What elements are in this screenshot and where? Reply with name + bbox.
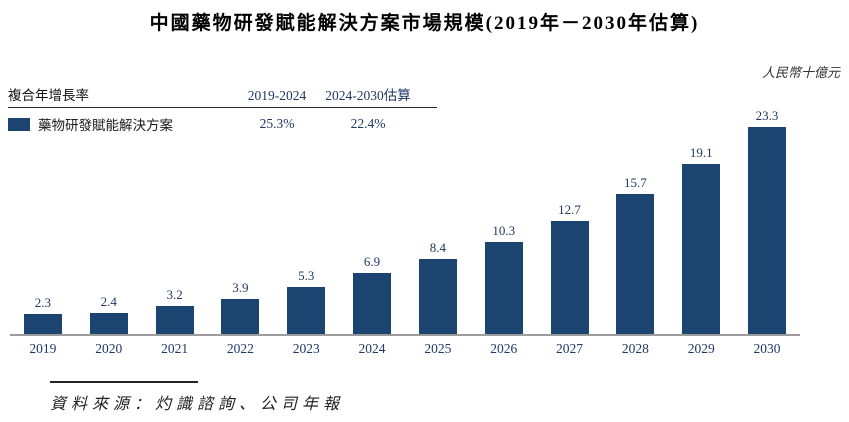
cagr-period-1-value: 25.3% (259, 116, 295, 131)
bar (418, 259, 457, 334)
legend-series-label: 藥物研發賦能解決方案 (38, 118, 173, 133)
bar-column: 10.3 (471, 223, 537, 334)
cagr-legend-header-row: 複合年增長率 2019-2024 2024-2030估算 (8, 84, 437, 108)
bar (155, 305, 194, 334)
legend-series: 藥物研發賦能解決方案 (8, 114, 232, 134)
bar-value-label: 2.4 (100, 293, 117, 309)
x-axis-tick-label: 2020 (95, 341, 123, 356)
bar-column: 19.1 (668, 145, 734, 334)
bar (550, 221, 589, 334)
cagr-legend-table: 複合年增長率 2019-2024 2024-2030估算 藥物研發賦能解決方案 … (8, 84, 437, 134)
legend-swatch-icon (8, 117, 30, 131)
x-axis-tick-label: 2026 (490, 341, 518, 356)
bar-column: 15.7 (602, 175, 668, 334)
x-axis-tick-label: 2019 (29, 341, 57, 356)
bar-value-label: 5.3 (298, 267, 315, 283)
cagr-legend-data-row: 藥物研發賦能解決方案 25.3% 22.4% (8, 108, 437, 134)
bar (682, 164, 721, 334)
bar-value-label: 8.4 (429, 240, 446, 256)
x-axis-tick-label: 2030 (753, 341, 781, 356)
bar (353, 272, 392, 334)
unit-label: 人民幣十億元 (761, 65, 840, 80)
bar-value-label: 15.7 (623, 175, 647, 191)
chart-title: 中國藥物研發賦能解決方案市場規模(2019年－2030年估算) (149, 13, 700, 34)
bar-column: 5.3 (273, 268, 339, 334)
bar (287, 286, 326, 334)
bar (616, 194, 655, 334)
bar-value-label: 23.3 (755, 107, 779, 123)
bar-value-label: 2.3 (34, 294, 52, 310)
bar (23, 313, 62, 334)
x-axis-labels: 2019 2020 2021 2022 2023 2024 2025 2026 2027 2028… (10, 336, 800, 357)
x-axis-tick-label: 2025 (424, 341, 452, 356)
bar-value-label: 19.1 (689, 145, 713, 160)
bar-column: 12.7 (537, 202, 603, 334)
bar (484, 242, 523, 334)
plot-area: 2.3 2.4 3.2 3.9 5.3 6.9 8.4 10.3 12.7 15.7 19.1 23.… (10, 106, 800, 336)
bar-column: 23.3 (734, 108, 800, 334)
bar-chart: 2.3 2.4 3.2 3.9 5.3 6.9 8.4 10.3 12.7 15.7 19.1 23.… (10, 106, 800, 357)
bar-column: 3.9 (207, 280, 273, 334)
bar (748, 126, 787, 334)
x-axis-tick-label: 2023 (292, 341, 320, 356)
x-axis-tick-label: 2022 (226, 341, 254, 356)
source-divider (50, 381, 198, 383)
bar-value-label: 3.9 (232, 280, 249, 296)
cagr-period-1-header: 2019-2024 (247, 88, 307, 103)
bar (89, 312, 128, 334)
cagr-period-2-header: 2024-2030估算 (325, 88, 411, 103)
x-axis-tick-label: 2028 (621, 341, 649, 356)
bar-column: 2.3 (10, 294, 76, 334)
bar-value-label: 6.9 (363, 253, 381, 269)
x-axis-tick-label: 2029 (687, 341, 715, 356)
bar-column: 3.2 (142, 286, 208, 334)
bar (221, 299, 260, 334)
bar-value-label: 3.2 (166, 286, 183, 302)
x-axis-tick-label: 2027 (556, 341, 584, 356)
x-axis-tick-label: 2024 (358, 341, 386, 356)
bar-column: 8.4 (405, 240, 471, 334)
bar-column: 6.9 (339, 254, 405, 334)
cagr-header-label: 複合年增長率 (8, 88, 89, 103)
bar-value-label: 12.7 (558, 202, 581, 217)
bar-column: 2.4 (76, 294, 142, 334)
cagr-period-2-value: 22.4% (350, 116, 386, 131)
x-axis-tick-label: 2021 (161, 341, 189, 356)
bar-value-label: 10.3 (492, 223, 516, 239)
source-note: 資料來源：灼識諮詢、公司年報 (50, 396, 345, 413)
